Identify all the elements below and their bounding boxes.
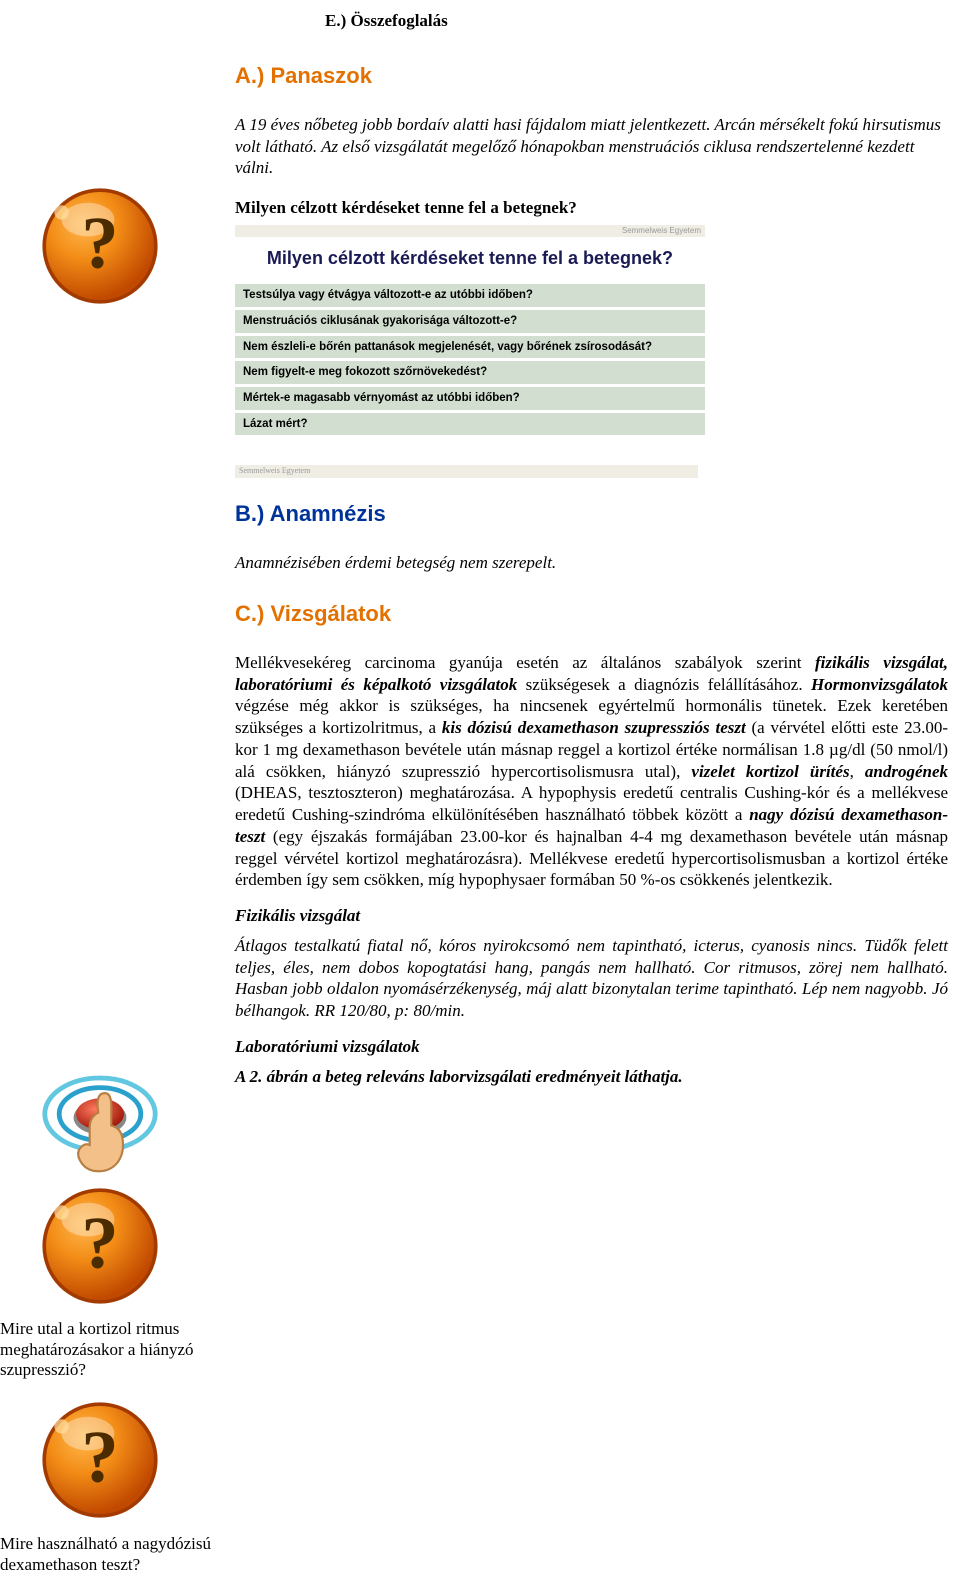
main-content: E.) Összefoglalás A.) Panaszok A 19 éves… bbox=[235, 10, 950, 1575]
section-b-text: Anamnézisében érdemi betegség nem szerep… bbox=[235, 552, 948, 574]
slide-question-row: Testsúlya vagy étvágya változott-e az ut… bbox=[235, 284, 705, 307]
slide-question-row: Mértek-e magasabb vérnyomást az utóbbi i… bbox=[235, 387, 705, 410]
svg-text:?: ? bbox=[81, 1417, 118, 1499]
question-mark-orb-icon: ? bbox=[40, 1186, 160, 1306]
svg-text:?: ? bbox=[81, 203, 118, 285]
lab-heading: Laboratóriumi vizsgálatok bbox=[235, 1036, 948, 1058]
section-a-intro: A 19 éves nőbeteg jobb bordaív alatti ha… bbox=[235, 114, 948, 179]
sidebar: ? ? Mire utal a kortizol ritmus meghatár… bbox=[0, 10, 215, 1575]
slide-source-tag: Semmelweis Egyetem bbox=[235, 225, 705, 237]
slide-footer-tag: Semmelweis Egyetem bbox=[235, 465, 698, 477]
touch-press-icon bbox=[40, 1060, 160, 1180]
slide-question-row: Menstruációs ciklusának gyakorisága vált… bbox=[235, 310, 705, 333]
section-c-heading: C.) Vizsgálatok bbox=[235, 600, 948, 628]
embedded-slide: Semmelweis Egyetem Milyen célzott kérdés… bbox=[235, 225, 705, 436]
slide-title: Milyen célzott kérdéseket tenne fel a be… bbox=[247, 247, 693, 270]
lab-body: A 2. ábrán a beteg releváns laborvizsgál… bbox=[235, 1066, 948, 1088]
phys-exam-heading: Fizikális vizsgálat bbox=[235, 905, 948, 927]
slide-question-row: Lázat mért? bbox=[235, 413, 705, 436]
question-mark-orb-icon: ? bbox=[40, 1400, 160, 1520]
side-question-1: Mire utal a kortizol ritmus meghatározás… bbox=[0, 1319, 215, 1380]
side-question-2: Mire használható a nagydózisú dexamethas… bbox=[0, 1534, 215, 1575]
svg-text:?: ? bbox=[81, 1202, 118, 1284]
section-a-prompt: Milyen célzott kérdéseket tenne fel a be… bbox=[235, 197, 948, 219]
slide-question-row: Nem észleli-e bőrén pattanások megjelené… bbox=[235, 336, 705, 359]
section-a-heading: A.) Panaszok bbox=[235, 62, 948, 90]
summary-heading: E.) Összefoglalás bbox=[235, 10, 948, 32]
slide-question-row: Nem figyelt-e meg fokozott szőrnövekedés… bbox=[235, 361, 705, 384]
section-b-heading: B.) Anamnézis bbox=[235, 500, 948, 528]
section-c-body: Mellékvesekéreg carcinoma gyanúja esetén… bbox=[235, 652, 948, 891]
phys-exam-body: Átlagos testalkatú fiatal nő, kóros nyir… bbox=[235, 935, 948, 1022]
question-mark-orb-icon: ? bbox=[40, 186, 160, 306]
